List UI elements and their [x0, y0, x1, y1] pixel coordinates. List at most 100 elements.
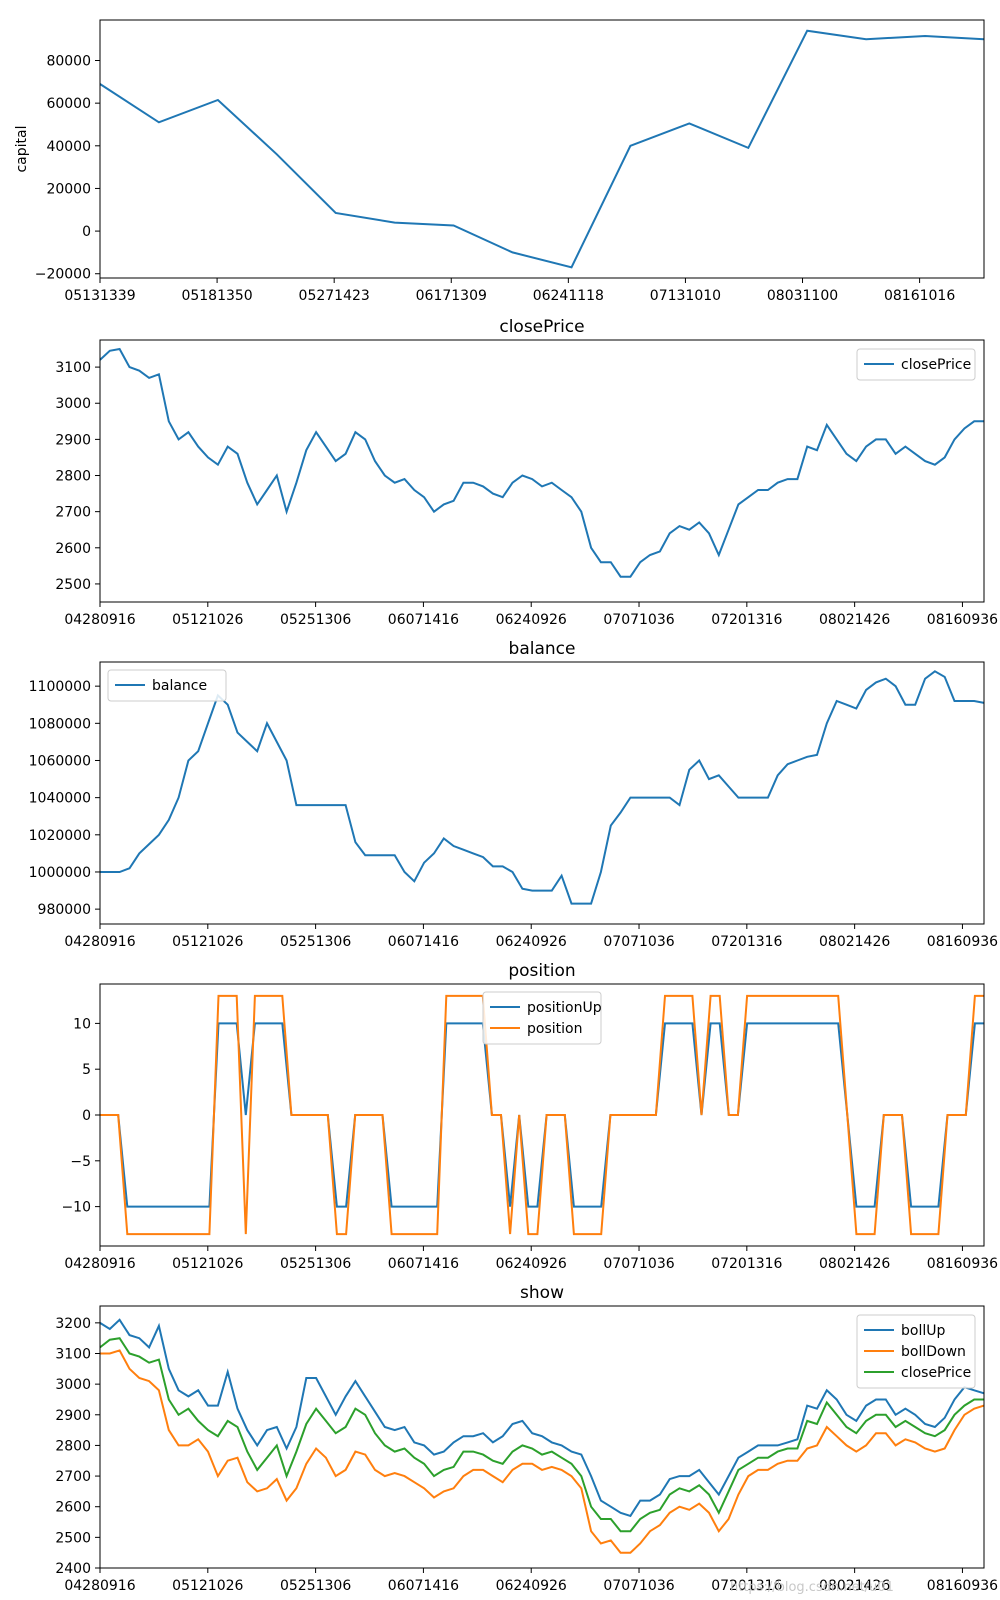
series-line-bollDown [100, 1349, 985, 1554]
y-tick-label: −20000 [35, 267, 91, 283]
series-line-closePrice [99, 347, 984, 578]
legend-label: closePrice [901, 1365, 971, 1381]
plot-frame [99, 1305, 985, 1569]
x-tick-label: 05251306 [280, 934, 351, 950]
x-tick-label: 04280916 [64, 1578, 135, 1594]
y-tick-label: 60000 [46, 96, 91, 112]
y-tick-label: 1060000 [29, 753, 91, 769]
legend: balance [107, 669, 227, 702]
x-tick-label: 07071036 [603, 934, 674, 950]
legend: positionUp position [482, 991, 602, 1045]
y-tick-label: 20000 [46, 181, 91, 197]
x-tick-label: 05121026 [172, 1256, 243, 1272]
plot-frame [99, 339, 985, 603]
legend-label: bollUp [901, 1323, 945, 1339]
y-tick-label: 2700 [55, 505, 91, 521]
x-tick-label: 07201316 [711, 934, 782, 950]
x-tick-label: 06241118 [533, 288, 604, 304]
x-tick-label: 07201316 [711, 1256, 782, 1272]
x-tick-label: 08021426 [819, 934, 890, 950]
series-line-position [100, 994, 984, 1236]
subplot-title: position [508, 961, 575, 981]
y-tick-label: 80000 [46, 54, 91, 70]
y-tick-label: 2900 [55, 1408, 91, 1424]
x-tick-label: 08160936 [927, 612, 998, 628]
y-tick-label: 2600 [55, 541, 91, 557]
x-tick-label: 05121026 [172, 934, 243, 950]
legend-frame [482, 991, 602, 1045]
subplot-3: balance 980000 1000000 1020000 1040000 106000… [29, 639, 999, 950]
y-tick-label: 2400 [55, 1561, 91, 1577]
x-tick-label: 06071416 [388, 934, 459, 950]
y-tick-label: 0 [82, 224, 91, 240]
x-tick-label: 06071416 [388, 612, 459, 628]
x-tick-label: 08161016 [884, 288, 955, 304]
x-tick-label: 06240926 [496, 612, 567, 628]
x-tick-label: 04280916 [64, 1256, 135, 1272]
y-tick-label: 1000000 [29, 865, 91, 881]
y-tick-label: 2700 [55, 1469, 91, 1485]
y-tick-label: 1100000 [29, 679, 91, 695]
x-tick-label: 04280916 [64, 612, 135, 628]
y-tick-label: 1040000 [29, 791, 91, 807]
subplot-title: closePrice [499, 317, 584, 337]
subplot-1: capital −20000 0 20000 40000 60000 80000 051313… [14, 19, 985, 304]
y-tick-label: 10 [73, 1016, 91, 1032]
plot-frame [99, 661, 985, 925]
y-tick-label: 2500 [55, 577, 91, 593]
x-tick-label: 08031100 [767, 288, 838, 304]
y-tick-label: 2600 [55, 1500, 91, 1516]
x-tick-label: 06171309 [416, 288, 487, 304]
x-tick-label: 08160936 [927, 934, 998, 950]
y-tick-label: 5 [82, 1062, 91, 1078]
x-tick-label: 06240926 [496, 934, 567, 950]
x-tick-label: 05271423 [299, 288, 370, 304]
watermark: https://blog.csdn.net/u01 [730, 1580, 894, 1595]
x-tick-label: 06240926 [496, 1578, 567, 1594]
x-tick-label: 06071416 [388, 1578, 459, 1594]
y-tick-label: 2800 [55, 469, 91, 485]
plot-frame [99, 19, 985, 279]
x-tick-label: 08021426 [819, 1256, 890, 1272]
y-axis-label: capital [14, 125, 30, 172]
series-line [99, 29, 985, 269]
y-tick-label: 3100 [55, 360, 91, 376]
x-tick-label: 05251306 [280, 1578, 351, 1594]
x-tick-label: 08160936 [927, 1256, 998, 1272]
y-tick-label: 3000 [55, 396, 91, 412]
y-tick-label: 1020000 [29, 828, 91, 844]
x-tick-label: 07071036 [603, 1578, 674, 1594]
legend-frame [107, 669, 227, 702]
y-tick-label: −10 [61, 1200, 91, 1216]
legend: bollUp bollDown closePrice [856, 1314, 976, 1389]
y-tick-label: 3100 [55, 1346, 91, 1362]
x-tick-label: 07201316 [711, 612, 782, 628]
x-tick-label: 05251306 [280, 1256, 351, 1272]
y-tick-label: 3000 [55, 1377, 91, 1393]
legend-label: position [527, 1021, 582, 1037]
x-tick-label: 05251306 [280, 612, 351, 628]
y-tick-label: 2900 [55, 432, 91, 448]
x-tick-label: 08021426 [819, 1578, 890, 1594]
series-line-balance [100, 670, 985, 905]
legend-label: positionUp [527, 1000, 602, 1016]
x-tick-label: 06240926 [496, 1256, 567, 1272]
y-tick-label: 40000 [46, 139, 91, 155]
y-tick-label: −5 [70, 1154, 91, 1170]
x-tick-label: 05131339 [64, 288, 135, 304]
x-tick-label: 07131010 [650, 288, 721, 304]
x-tick-label: 04280916 [64, 934, 135, 950]
y-tick-label: 3200 [55, 1316, 91, 1332]
x-tick-label: 05181350 [181, 288, 252, 304]
y-tick-label: 2800 [55, 1438, 91, 1454]
legend-label: closePrice [901, 357, 971, 373]
series-line-bollUp [99, 1318, 985, 1518]
subplot-title: balance [509, 639, 576, 659]
x-tick-label: 08021426 [819, 612, 890, 628]
series-line-closePrice [99, 1337, 984, 1533]
legend-label: bollDown [901, 1344, 966, 1360]
legend-frame [856, 1314, 976, 1389]
legend-label: balance [152, 678, 207, 694]
legend: closePrice [856, 348, 976, 381]
